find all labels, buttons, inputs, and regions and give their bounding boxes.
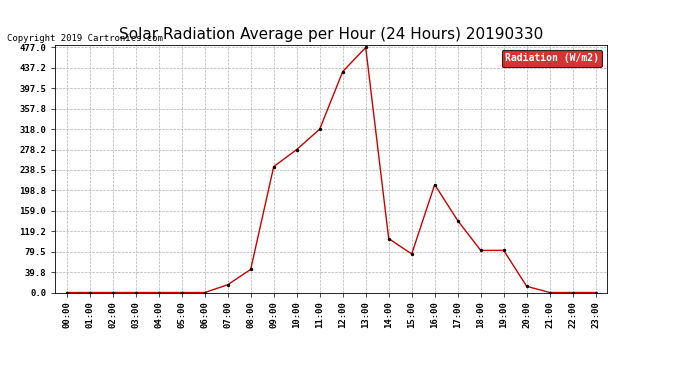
Point	[429, 182, 440, 188]
Point	[130, 290, 141, 296]
Point	[176, 290, 187, 296]
Point	[360, 45, 371, 51]
Point	[406, 251, 417, 257]
Legend: Radiation (W/m2): Radiation (W/m2)	[502, 50, 602, 67]
Point	[84, 290, 95, 296]
Point	[245, 266, 256, 272]
Point	[268, 164, 279, 170]
Point	[383, 236, 394, 242]
Point	[153, 290, 164, 296]
Point	[291, 147, 302, 153]
Point	[222, 282, 233, 288]
Point	[107, 290, 118, 296]
Point	[521, 284, 532, 290]
Point	[544, 290, 555, 296]
Point	[498, 248, 509, 254]
Point	[475, 248, 486, 254]
Point	[567, 290, 578, 296]
Point	[337, 69, 348, 75]
Point	[314, 126, 325, 132]
Title: Solar Radiation Average per Hour (24 Hours) 20190330: Solar Radiation Average per Hour (24 Hou…	[119, 27, 543, 42]
Point	[61, 290, 72, 296]
Point	[590, 290, 601, 296]
Point	[452, 217, 463, 223]
Point	[199, 290, 210, 296]
Text: Copyright 2019 Cartronics.com: Copyright 2019 Cartronics.com	[7, 34, 163, 43]
